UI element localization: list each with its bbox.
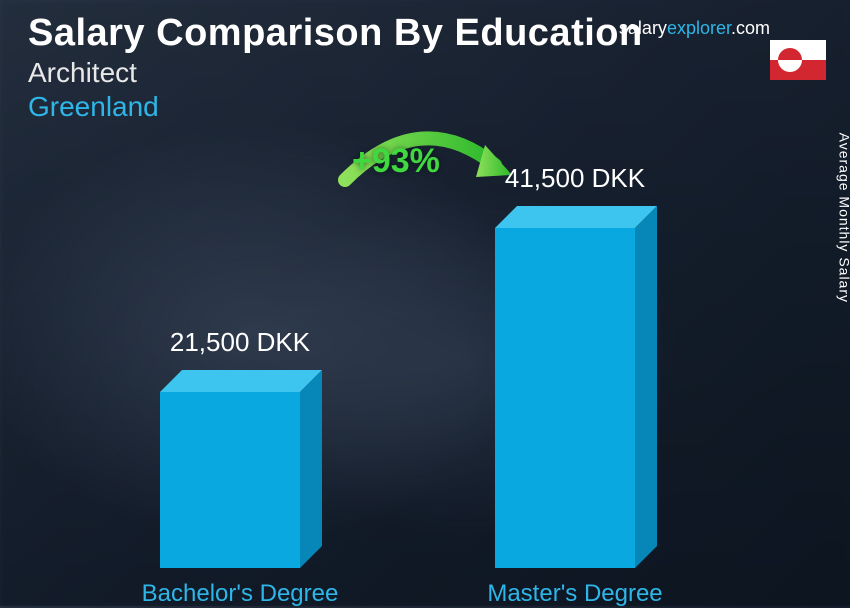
bar-top-face [495,206,657,228]
brand-name: salary [619,18,667,38]
bar-side-face [300,370,322,568]
page-subtitle: Architect [28,57,830,89]
bar-value-label: 41,500 DKK [505,163,645,194]
bar-side-face [635,206,657,568]
bar-category-label: Master's Degree [487,580,662,608]
brand-suffix: .com [731,18,770,38]
bar-front-face [495,228,635,568]
bar-front-face [160,392,300,568]
bar-category-label: Bachelor's Degree [142,580,339,608]
bar-top-face [160,370,322,392]
bar-value-label: 21,500 DKK [170,327,310,358]
brand-accent: explorer [667,18,731,38]
flag-icon [770,40,826,80]
brand-logo: salaryexplorer.com [619,18,770,39]
bar-chart: 21,500 DKK Bachelor's Degree 41,500 DKK … [0,148,850,568]
